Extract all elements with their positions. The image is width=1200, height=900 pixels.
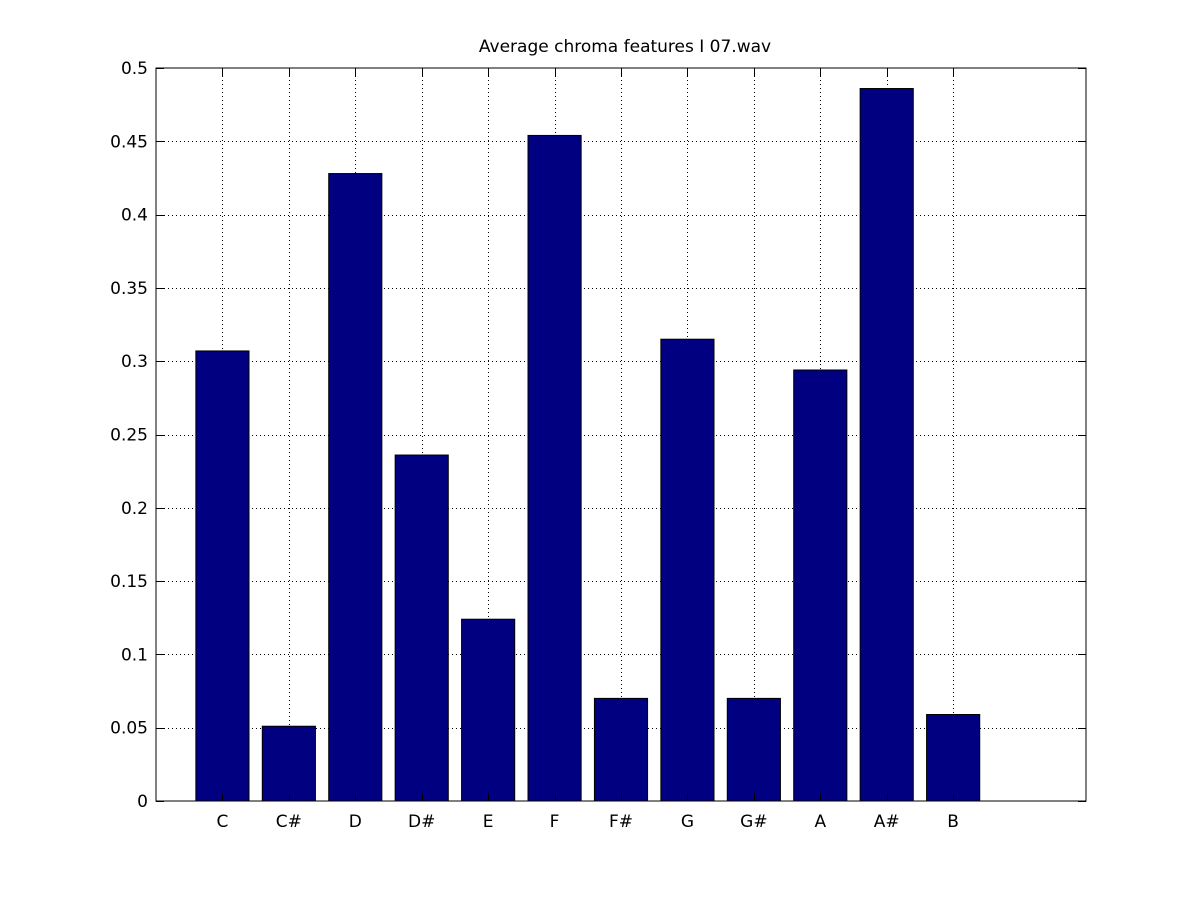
x-tick-label: C <box>216 812 228 832</box>
y-tick-labels: 0 0.05 0.1 0.15 0.2 0.25 0.3 0.35 0.4 0.45 0.5 <box>110 59 148 812</box>
x-tick-label: F <box>550 812 560 832</box>
x-tick-label: C# <box>276 812 302 832</box>
bars <box>195 88 981 802</box>
y-tick-label: 0.45 <box>110 132 148 152</box>
bar-e <box>461 618 516 802</box>
y-tick-label: 0.25 <box>110 426 148 446</box>
axis-ticks <box>156 68 1086 802</box>
y-tick-label: 0.4 <box>121 206 148 226</box>
bar-a-sharp <box>859 88 914 802</box>
x-tick-label: D <box>349 812 362 832</box>
x-tick-label: B <box>947 812 959 832</box>
y-tick-label: 0.05 <box>110 719 148 739</box>
x-tick-label: A <box>814 812 826 832</box>
x-tick-label: G# <box>740 812 767 832</box>
y-tick-label: 0.1 <box>121 645 148 665</box>
bar-c <box>195 350 250 802</box>
bar-d-sharp <box>394 454 449 802</box>
x-tick-label: F# <box>609 812 633 832</box>
y-tick-label: 0.15 <box>110 572 148 592</box>
y-tick-label: 0.3 <box>121 352 148 372</box>
bar-f <box>527 134 582 802</box>
y-tick-label: 0.35 <box>110 279 148 299</box>
x-tick-label: E <box>483 812 494 832</box>
bar-b <box>926 714 981 802</box>
bar-g-sharp <box>726 697 781 802</box>
y-tick-label: 0.5 <box>121 59 148 79</box>
chart-title: Average chroma features I 07.wav <box>479 37 771 57</box>
x-tick-label: D# <box>408 812 435 832</box>
x-tick-labels: C C# D D# E F F# G G# A A# B <box>216 812 958 832</box>
bar-d <box>328 173 383 802</box>
x-tick-label: G <box>681 812 694 832</box>
bar-f-sharp <box>593 697 649 802</box>
x-tick-label: A# <box>874 812 900 832</box>
bar-a <box>793 369 848 802</box>
y-tick-label: 0 <box>137 792 148 812</box>
y-tick-label: 0.2 <box>121 499 148 519</box>
bar-c-sharp <box>261 725 316 802</box>
bar-g <box>660 338 715 802</box>
